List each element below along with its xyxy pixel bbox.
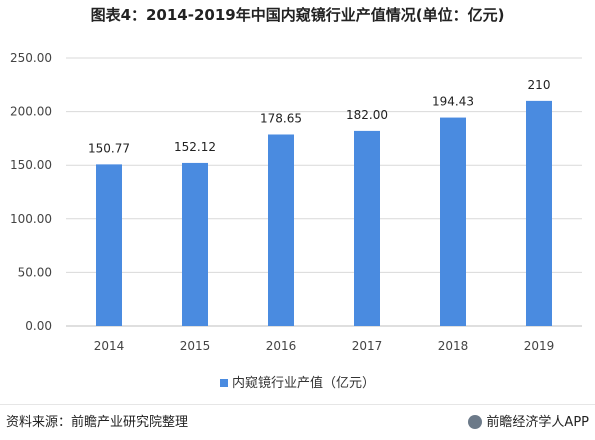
y-tick-label: 150.00 xyxy=(10,158,52,172)
x-tick-label: 2017 xyxy=(352,339,383,353)
bar xyxy=(268,134,294,326)
bar xyxy=(96,164,122,326)
data-label: 210 xyxy=(528,78,551,92)
qianzhan-logo-icon xyxy=(468,414,483,429)
x-tick-label: 2015 xyxy=(180,339,211,353)
brand-attribution: 前瞻经济学人APP xyxy=(468,411,589,430)
data-label: 182.00 xyxy=(346,108,388,122)
y-tick-label: 250.00 xyxy=(10,51,52,65)
source-note: 资料来源：前瞻产业研究院整理 xyxy=(6,415,189,430)
x-tick-label: 2019 xyxy=(524,339,555,353)
bar xyxy=(182,162,208,326)
data-label: 194.43 xyxy=(432,95,474,109)
data-label: 152.12 xyxy=(174,140,216,154)
chart-title: 图表4：2014-2019年中国内窥镜行业产值情况(单位：亿元) xyxy=(90,6,505,24)
x-tick-label: 2016 xyxy=(266,339,297,353)
legend-swatch xyxy=(219,378,228,387)
bar-chart: 0.00 50.00 100.00 150.00 200.00 250.00 150.77 2… xyxy=(10,51,582,353)
data-label: 178.65 xyxy=(260,111,302,125)
brand-label: 前瞻经济学人APP xyxy=(486,415,589,430)
y-tick-label: 50.00 xyxy=(18,265,52,279)
legend: 内窥镜行业产值（亿元） xyxy=(0,372,595,391)
bar xyxy=(440,117,466,326)
y-tick-label: 100.00 xyxy=(10,212,52,226)
bar xyxy=(526,100,552,326)
bar xyxy=(354,130,380,326)
y-tick-label: 200.00 xyxy=(10,105,52,119)
x-tick-label: 2018 xyxy=(438,339,469,353)
y-tick-label: 0.00 xyxy=(25,319,52,333)
footer-divider xyxy=(0,404,595,405)
x-tick-label: 2014 xyxy=(94,339,125,353)
data-label: 150.77 xyxy=(88,141,130,155)
legend-label: 内窥镜行业产值（亿元） xyxy=(231,376,375,391)
